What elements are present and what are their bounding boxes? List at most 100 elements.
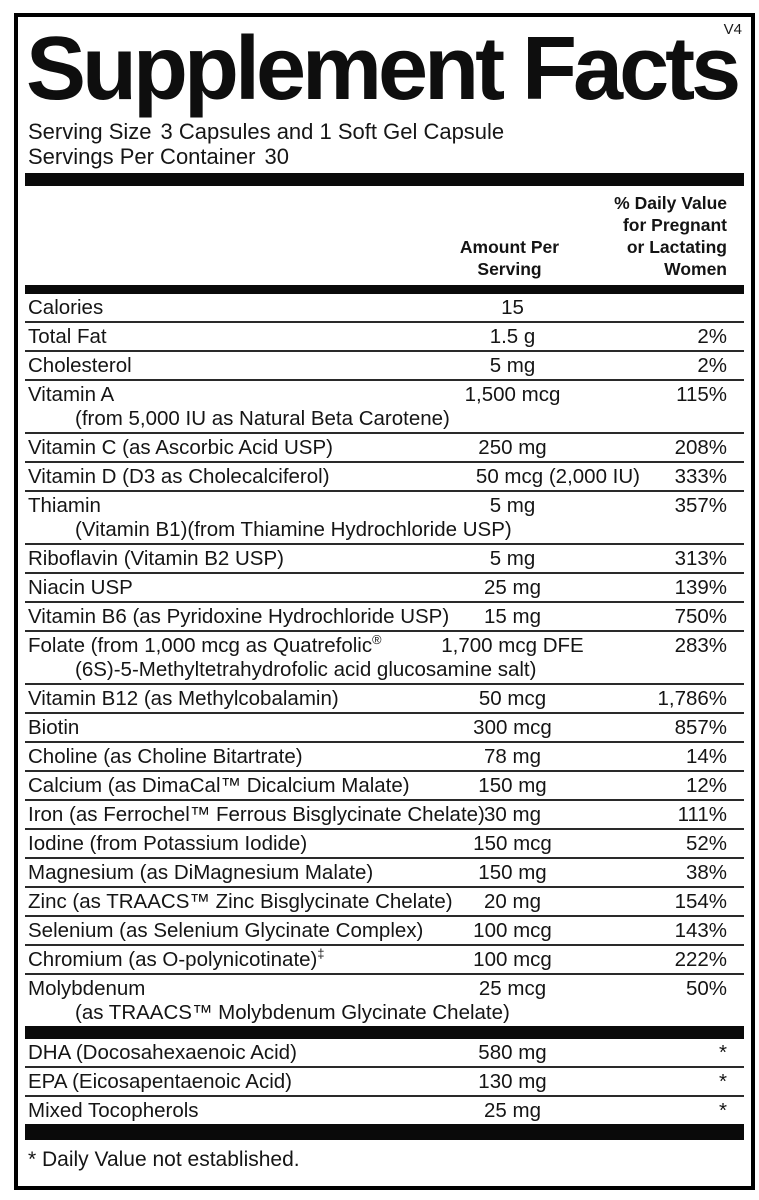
nutrient-amount: 25 mg — [484, 576, 541, 599]
nutrient-amount: 25 mcg — [478, 977, 547, 1000]
nutrient-amount: 50 mcg (2,000 IU) — [475, 465, 640, 488]
nutrient-daily-value: 12% — [685, 774, 727, 797]
nutrient-row-main-line: Vitamin A 1,500 mcg 115% — [28, 383, 727, 407]
nutrient-name: Magnesium (as DiMagnesium Malate) — [28, 861, 374, 884]
omega-table: DHA (Docosahexaenoic Acid) 580 mg * EPA (Ei… — [25, 1039, 744, 1124]
nutrient-amount: 5 mg — [489, 354, 536, 377]
nutrient-amount: 150 mg — [478, 861, 547, 884]
amount-header-line: Serving — [477, 259, 542, 279]
page-title: Supplement Facts — [26, 19, 741, 119]
nutrient-row: Cholesterol 5 mg 2% — [25, 352, 744, 381]
nutrient-amount: 150 mcg — [473, 832, 552, 855]
serving-size-value: 3 Capsules and 1 Soft Gel Capsule — [160, 119, 505, 144]
nutrient-row-main-line: Molybdenum 25 mcg 50% — [28, 977, 727, 1001]
nutrient-row-main-line: Iodine (from Potassium Iodide) 150 mcg 52% — [28, 832, 727, 856]
nutrient-daily-value: 14% — [685, 745, 727, 768]
nutrient-row-main-line: Zinc (as TRAACS™ Zinc Bisglycinate Chela… — [28, 890, 727, 914]
nutrient-row-main-line: Mixed Tocopherols 25 mg * — [28, 1099, 727, 1123]
nutrient-row: Vitamin D (D3 as Cholecalciferol) 50 mcg … — [25, 463, 744, 492]
nutrient-name: Folate (from 1,000 mcg as Quatrefolic® — [28, 632, 382, 657]
nutrient-row: Magnesium (as DiMagnesium Malate) 150 mg 3… — [25, 859, 744, 888]
nutrient-daily-value: 208% — [674, 436, 727, 459]
serving-info: Serving Size 3 Capsules and 1 Soft Gel Ca… — [28, 119, 744, 169]
nutrient-row-main-line: Selenium (as Selenium Glycinate Complex)… — [28, 919, 727, 943]
nutrient-table: Calories 15 Total Fat 1.5 g 2% Cholesterol 5 m… — [25, 294, 744, 1026]
nutrient-row: Riboflavin (Vitamin B2 USP) 5 mg 313% — [25, 545, 744, 574]
nutrient-row: Calcium (as DimaCal™ Dicalcium Malate) 15… — [25, 772, 744, 801]
nutrient-daily-value: * — [719, 1070, 727, 1093]
nutrient-name: Calories — [28, 296, 104, 319]
nutrient-daily-value: 333% — [674, 465, 727, 488]
nutrient-amount: 20 mg — [484, 890, 541, 913]
servings-per-container-value: 30 — [264, 144, 289, 169]
nutrient-name: Biotin — [28, 716, 80, 739]
nutrient-daily-value: 139% — [674, 576, 727, 599]
nutrient-detail: (Vitamin B1)(from Thiamine Hydrochloride… — [75, 518, 512, 541]
nutrient-daily-value: * — [719, 1099, 727, 1122]
nutrient-amount: 30 mg — [484, 803, 541, 826]
nutrient-row: Vitamin C (as Ascorbic Acid USP) 250 mg 20… — [25, 434, 744, 463]
nutrient-row: Folate (from 1,000 mcg as Quatrefolic® 1,… — [25, 632, 744, 685]
divider-bar-top — [25, 173, 744, 186]
nutrient-amount: 100 mcg — [473, 919, 552, 942]
nutrient-amount: 1.5 g — [489, 325, 536, 348]
nutrient-row: Zinc (as TRAACS™ Zinc Bisglycinate Chela… — [25, 888, 744, 917]
nutrient-name: Selenium (as Selenium Glycinate Complex) — [28, 919, 424, 942]
nutrient-amount: 15 — [501, 296, 524, 319]
nutrient-name: Vitamin A — [28, 383, 115, 406]
nutrient-amount: 78 mg — [484, 745, 541, 768]
nutrient-name: Zinc (as TRAACS™ Zinc Bisglycinate Chela… — [28, 890, 453, 913]
nutrient-row: Vitamin B6 (as Pyridoxine Hydrochloride … — [25, 603, 744, 632]
nutrient-name: EPA (Eicosapentaenoic Acid) — [28, 1070, 292, 1093]
nutrient-amount: 5 mg — [489, 494, 536, 517]
nutrient-row-main-line: Total Fat 1.5 g 2% — [28, 325, 727, 349]
nutrient-name: Molybdenum — [28, 977, 146, 1000]
nutrient-row: Choline (as Choline Bitartrate) 78 mg 14% — [25, 743, 744, 772]
nutrient-name: Iodine (from Potassium Iodide) — [28, 832, 308, 855]
table-header: Amount Per Serving % Daily Value for Pregn… — [25, 186, 744, 285]
nutrient-row: Vitamin A 1,500 mcg 115% (from 5,000 IU as … — [25, 381, 744, 434]
nutrient-row-main-line: Iron (as Ferrochel™ Ferrous Bisglycinate… — [28, 803, 727, 827]
nutrient-name: Thiamin — [28, 494, 101, 517]
nutrient-detail: (from 5,000 IU as Natural Beta Carotene) — [75, 407, 450, 430]
nutrient-row-main-line: Magnesium (as DiMagnesium Malate) 150 mg 3… — [28, 861, 727, 885]
nutrient-daily-value: 1,786% — [657, 687, 727, 710]
nutrient-row-main-line: DHA (Docosahexaenoic Acid) 580 mg * — [28, 1041, 727, 1065]
serving-size-line: Serving Size 3 Capsules and 1 Soft Gel Ca… — [28, 119, 744, 144]
nutrient-name: DHA (Docosahexaenoic Acid) — [28, 1041, 297, 1064]
nutrient-row: DHA (Docosahexaenoic Acid) 580 mg * — [25, 1039, 744, 1068]
servings-per-container-line: Servings Per Container 30 — [28, 144, 744, 169]
nutrient-row-main-line: Cholesterol 5 mg 2% — [28, 354, 727, 378]
nutrient-row-main-line: Thiamin 5 mg 357% — [28, 494, 727, 518]
nutrient-name: Vitamin B12 (as Methylcobalamin) — [28, 687, 339, 710]
nutrient-name: Vitamin B6 (as Pyridoxine Hydrochloride … — [28, 605, 450, 628]
nutrient-row: Niacin USP 25 mg 139% — [25, 574, 744, 603]
nutrient-name: Vitamin D (D3 as Cholecalciferol) — [28, 465, 330, 488]
nutrient-amount: 130 mg — [478, 1070, 547, 1093]
nutrient-amount: 50 mcg — [478, 687, 547, 710]
daily-value-header-line: or Lactating — [626, 237, 727, 257]
nutrient-daily-value: 111% — [677, 803, 727, 826]
nutrient-row-main-line: Folate (from 1,000 mcg as Quatrefolic® 1,… — [28, 632, 727, 658]
nutrient-detail: (as TRAACS™ Molybdenum Glycinate Chelate… — [75, 1001, 510, 1024]
nutrient-daily-value: 2% — [697, 325, 727, 348]
nutrient-daily-value: 50% — [685, 977, 727, 1000]
nutrient-row: Thiamin 5 mg 357% (Vitamin B1)(from Thiamin… — [25, 492, 744, 545]
nutrient-daily-value: 857% — [674, 716, 727, 739]
servings-per-container-label: Servings Per Container — [28, 144, 256, 169]
nutrient-row-main-line: Vitamin B12 (as Methylcobalamin) 50 mcg 1,… — [28, 687, 727, 711]
nutrient-row: Chromium (as O-polynicotinate)‡ 100 mcg 22… — [25, 946, 744, 975]
daily-value-header-line: Women — [664, 259, 727, 279]
nutrient-row-main-line: Biotin 300 mcg 857% — [28, 716, 727, 740]
nutrient-amount: 150 mg — [478, 774, 547, 797]
nutrient-name: Choline (as Choline Bitartrate) — [28, 745, 303, 768]
nutrient-daily-value: 143% — [674, 919, 727, 942]
nutrient-amount: 100 mcg — [473, 948, 552, 971]
nutrient-row: Iodine (from Potassium Iodide) 150 mcg 52% — [25, 830, 744, 859]
nutrient-row-main-line: EPA (Eicosapentaenoic Acid) 130 mg * — [28, 1070, 727, 1094]
nutrient-amount: 25 mg — [484, 1099, 541, 1122]
nutrient-amount: 580 mg — [478, 1041, 547, 1064]
nutrient-row-main-line: Vitamin C (as Ascorbic Acid USP) 250 mg 20… — [28, 436, 727, 460]
nutrient-row-main-line: Riboflavin (Vitamin B2 USP) 5 mg 313% — [28, 547, 727, 571]
